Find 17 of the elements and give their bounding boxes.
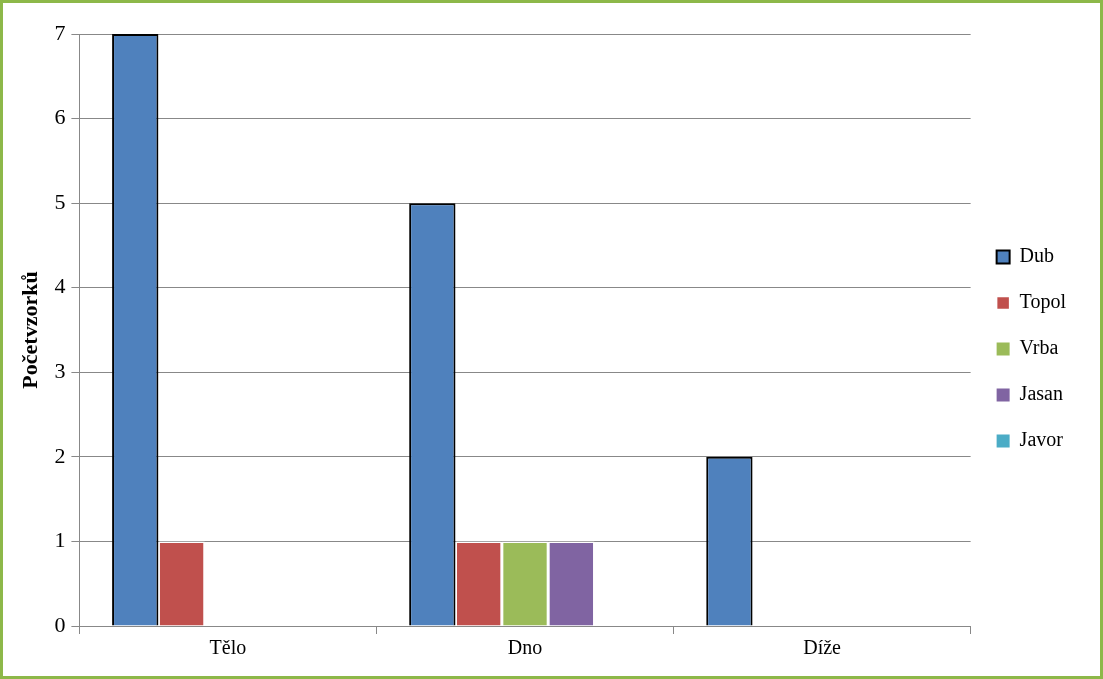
y-tick-label: 6 [54, 104, 66, 130]
legend-label: Dub [1019, 244, 1055, 267]
y-tick-label: 4 [54, 273, 66, 299]
legend-label: Vrba [1019, 336, 1059, 359]
y-tick-label: 7 [54, 19, 66, 45]
x-tick-label: Díže [803, 636, 842, 659]
legend-label: Topol [1019, 290, 1067, 314]
y-tick-label: 2 [54, 442, 66, 468]
x-tick-label: Dno [507, 636, 543, 659]
y-axis-title: Početvzorků [16, 271, 42, 389]
x-tick-label: Tělo [209, 636, 247, 659]
y-tick-label: 0 [54, 611, 66, 637]
legend-label: Jasan [1019, 382, 1063, 405]
y-tick-label: 3 [54, 358, 66, 384]
legend-label: Javor [1019, 428, 1064, 451]
y-tick-label: 1 [54, 527, 66, 553]
y-tick-label: 5 [54, 188, 66, 214]
